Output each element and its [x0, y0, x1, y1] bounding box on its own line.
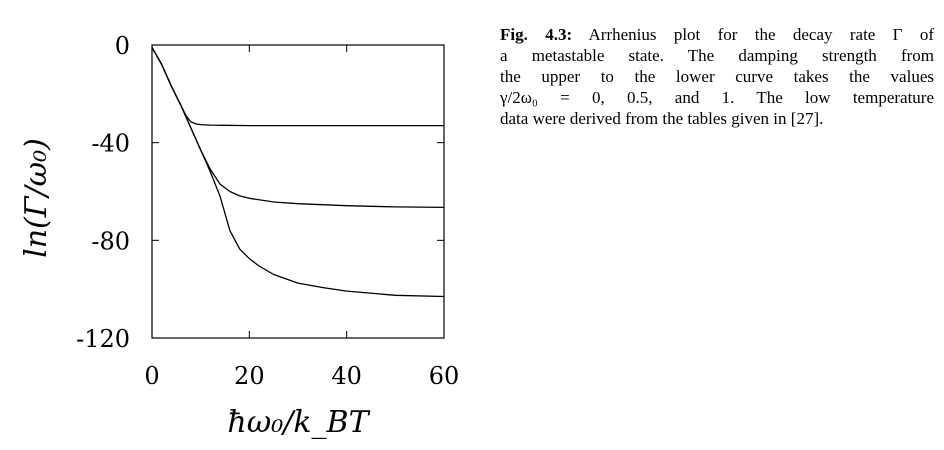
y-tick-label: -120 [76, 325, 130, 353]
x-axis-label: ħω₀/k_BT [227, 405, 370, 440]
x-tick-label: 60 [429, 362, 460, 390]
x-tick-label: 40 [331, 362, 362, 390]
x-axis-ticks: 0 20 40 60 [144, 45, 459, 390]
series-line-3 [151, 47, 445, 298]
caption-line-text: Arrhenius plot for the decay rate Γ of [588, 25, 934, 44]
y-axis-label: ln(Γ/ω₀) [19, 138, 54, 258]
series-line-1 [151, 47, 444, 127]
x-tick-label: 20 [234, 362, 265, 390]
figure-label: Fig. 4.3: [500, 25, 573, 44]
x-tick-label: 0 [144, 362, 159, 390]
y-tick-label: -80 [91, 227, 130, 255]
caption-line: a metastable state. The damping strength… [500, 46, 934, 65]
caption-line: γ/2ω₀ = 0, 0.5, and 1. The low temperatu… [500, 88, 934, 107]
y-axis-ticks: 0 -40 -80 -120 [76, 32, 444, 353]
caption-line: data were derived from the tables given … [500, 109, 824, 128]
plot-frame [151, 44, 445, 339]
caption-line: the upper to the lower curve takes the v… [500, 67, 934, 86]
caption-line: Fig. 4.3: Arrhenius plot for the decay r… [500, 24, 934, 45]
y-tick-label: 0 [115, 32, 130, 60]
data-series [151, 47, 445, 298]
y-tick-label: -40 [91, 130, 130, 158]
figure-caption: Fig. 4.3: Arrhenius plot for the decay r… [500, 24, 934, 129]
series-line-2 [151, 47, 445, 209]
